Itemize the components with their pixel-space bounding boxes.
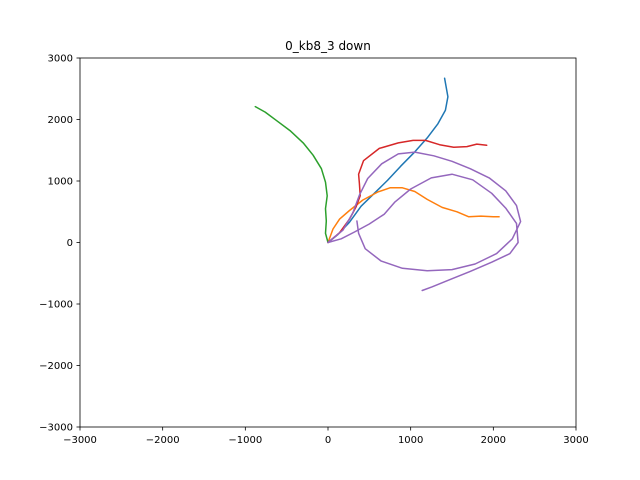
tick-layer: −3000 −2000 −1000 0 1000 2000 3000 −3000 −2000 −1… [39,54,589,447]
chart-title: 0_kb8_3 down [285,39,371,53]
y-tick-label: 2000 [48,115,73,126]
x-tick-label: −1000 [228,435,262,446]
series-line-1 [327,77,449,244]
x-tick-label: 2000 [481,435,506,446]
y-tick-label: −2000 [39,361,73,372]
series-line-6 [327,151,522,272]
x-tick-label: 1000 [398,435,423,446]
x-tick-label: −3000 [63,435,97,446]
x-tick-label: −2000 [146,435,180,446]
series-line-2 [327,187,500,244]
y-tick-label: 3000 [48,54,73,65]
y-tick-label: 1000 [48,177,73,188]
x-tick-label: 0 [325,435,331,446]
y-tick-label: −1000 [39,300,73,311]
y-tick-label: 0 [67,238,73,249]
x-tick-label: 3000 [563,435,588,446]
series-layer [254,77,522,292]
series-line-5 [327,173,519,292]
series-line-3 [254,105,329,244]
y-tick-label: −3000 [39,423,73,434]
